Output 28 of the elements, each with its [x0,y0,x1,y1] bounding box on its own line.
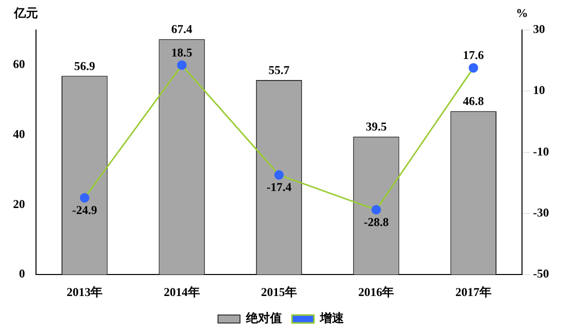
y-tick-label: 60 [13,57,25,72]
data-label: 67.4 [171,22,192,36]
x-tick-label: 2016年 [358,284,394,299]
data-label: 56.9 [74,58,96,73]
x-tick-label: 2015年 [261,284,297,299]
y2-tick-label: 30 [533,22,546,36]
legend-label: 增速 [319,311,345,326]
y2-tick-label: -10 [533,144,550,158]
data-label: -28.8 [364,214,389,229]
y-axis-title: 亿元 [13,6,38,20]
data-label: 39.5 [366,120,387,134]
y2-tick-label: 10 [533,83,546,98]
x-tick-label: 2014年 [164,284,200,299]
y-tick-label: 40 [13,126,25,141]
data-label: 46.8 [462,94,484,108]
data-label: -24.9 [72,202,98,217]
y-tick-label: 0 [19,266,25,281]
data-label: 18.5 [171,45,192,60]
y-tick-label: 20 [13,196,25,211]
data-label: 17.6 [462,48,484,62]
data-label: 55.7 [268,63,290,78]
y2-axis-title: % [516,6,528,20]
legend-label: 绝对值 [245,311,282,326]
x-tick-label: 2017年 [455,284,492,299]
x-tick-label: 2013年 [66,284,103,299]
y2-tick-label: -30 [533,206,550,220]
data-label: -17.4 [266,180,292,194]
y2-tick-label: -50 [533,266,550,281]
